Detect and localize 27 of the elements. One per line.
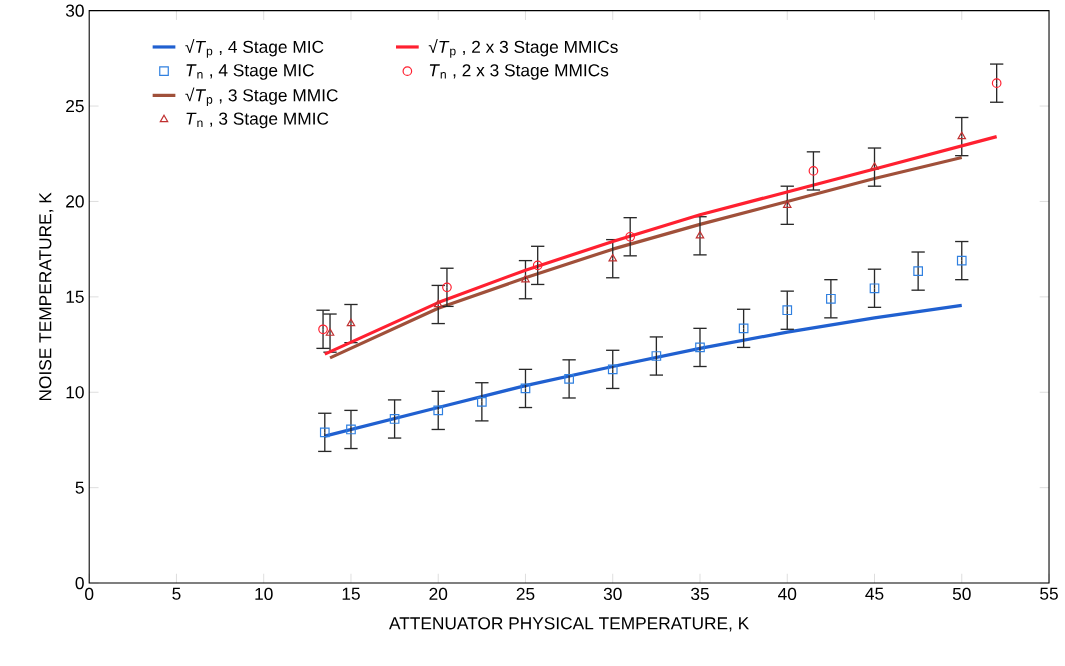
y-tick-label: 20 — [66, 195, 84, 208]
x-tick-label: 0 — [85, 587, 94, 601]
legend-label: √T$_{p}$ , 4 Stage MIC — [185, 39, 324, 58]
y-tick-label: 30 — [65, 4, 84, 17]
x-tick-label: 50 — [952, 587, 971, 601]
y-tick-label: 0 — [75, 577, 84, 590]
x-tick-label: 15 — [342, 587, 360, 601]
legend-label: T$_{n}$ , 3 Stage MMIC — [186, 112, 329, 129]
x-tick-label: 35 — [691, 587, 709, 601]
legend-label: T$_{n}$ , 2 x 3 Stage MMICs — [429, 64, 609, 80]
x-tick-label: 30 — [603, 587, 622, 601]
y-tick-label: 25 — [66, 100, 84, 113]
x-tick-label: 25 — [516, 587, 535, 601]
x-tick-label: 10 — [255, 587, 273, 601]
legend-label: √T$_{p}$ , 2 x 3 Stage MMICs — [428, 39, 618, 58]
legend-label: √T$_{p}$ , 3 Stage MMIC — [185, 87, 338, 107]
x-tick-label: 20 — [429, 587, 448, 601]
y-tick-label: 5 — [75, 481, 84, 494]
y-tick-label: 10 — [66, 386, 84, 399]
x-tick-label: 45 — [865, 587, 884, 601]
x-axis-title: ATTENUATOR PHYSICAL TEMPERATURE, K — [389, 617, 750, 632]
legend-label: T$_{n}$ , 4 Stage MIC — [186, 64, 314, 80]
x-tick-label: 40 — [778, 587, 797, 601]
y-axis-title: NOISE TEMPERATURE, K — [39, 192, 54, 401]
x-tick-label: 55 — [1040, 587, 1058, 601]
y-tick-label: 15 — [66, 291, 84, 304]
x-tick-label: 5 — [172, 587, 181, 601]
